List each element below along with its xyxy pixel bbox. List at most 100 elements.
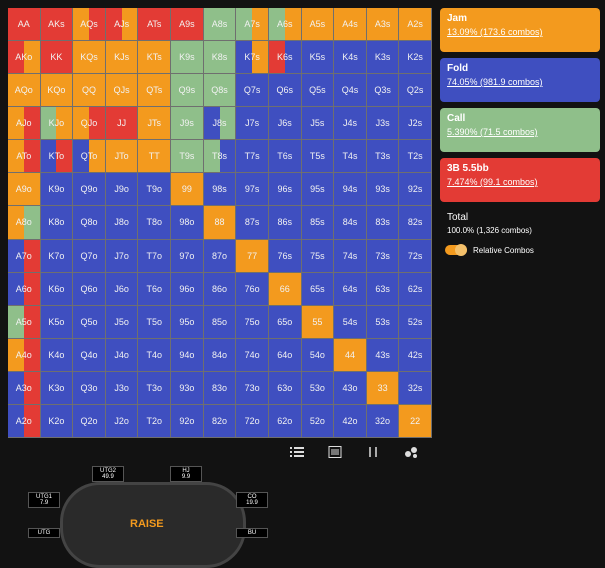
hand-cell: JTo [105, 140, 139, 174]
strategy-segment [40, 173, 73, 206]
hand-label: Q5s [309, 85, 326, 96]
hand-label: J2s [408, 118, 423, 129]
strategy-segment [301, 404, 334, 437]
strategy-segment [40, 272, 73, 305]
hand-label: T2o [146, 415, 163, 426]
toggle[interactable]: Relative Combos [445, 244, 600, 256]
hand-cell: JTs [138, 107, 172, 141]
strategy-segment [236, 107, 268, 140]
hand-cell: KQo [40, 74, 74, 108]
hand-cell: Q7s [236, 74, 269, 108]
hand-label: A2o [15, 415, 32, 426]
hand-label: J2o [114, 415, 129, 426]
hand-cell: 74s [334, 239, 367, 273]
hand-cell: K3o [40, 371, 74, 405]
strategy-segment [138, 8, 171, 41]
hand-cell: 82o [203, 404, 237, 438]
strategy-segment [105, 305, 138, 338]
hand-label: A5o [15, 316, 32, 327]
strategy-segment [301, 173, 334, 206]
hand-label: 96s [277, 184, 292, 195]
strategy-segment [105, 371, 138, 404]
hand-cell: TT [138, 140, 172, 174]
hand-cell: Q3s [366, 74, 400, 108]
hand-label: 66 [279, 283, 290, 294]
hand-cell: K7o [40, 239, 74, 273]
hand-cell: 83o [203, 371, 237, 405]
seat: UTG2 49.9 [92, 466, 124, 482]
strategy-segment [399, 305, 431, 338]
seat: CO 19.9 [236, 492, 268, 508]
strategy-segment [399, 338, 431, 371]
hand-cell: T5s [301, 140, 335, 174]
strategy-segment [171, 140, 203, 173]
list-icon[interactable] [290, 446, 304, 458]
strategy-segment [73, 206, 105, 239]
hand-label: 74o [244, 349, 260, 360]
strategy-segment [203, 74, 236, 107]
cluster-icon[interactable] [404, 446, 418, 458]
strategy-segment [334, 239, 366, 272]
strategy-segment [301, 8, 334, 41]
action-stat: 5.390% (71.5 combos) [447, 127, 538, 137]
seat: BU [236, 528, 268, 538]
hand-label: AKs [48, 19, 65, 30]
hand-label: 83o [211, 382, 227, 393]
strategy-segment [301, 371, 334, 404]
strategy-segment [171, 107, 203, 140]
hand-cell: K7s [236, 41, 269, 75]
strategy-segment [366, 8, 399, 41]
hand-label: J5s [310, 118, 325, 129]
hand-cell: AQo [8, 74, 41, 108]
hand-label: 43s [375, 349, 390, 360]
hand-cell: J7o [105, 239, 139, 273]
strategy-segment [219, 107, 236, 140]
hand-label: 65o [277, 316, 293, 327]
hand-label: 97o [179, 250, 195, 261]
strategy-segment [105, 272, 138, 305]
hand-label: Q2o [80, 415, 98, 426]
hand-cell: 64o [268, 338, 302, 372]
hand-cell: J9o [105, 173, 139, 207]
hand-cell: AA [8, 8, 41, 42]
hand-cell: 54o [301, 338, 335, 372]
table-icon[interactable] [328, 446, 342, 458]
hand-label: K7s [244, 52, 260, 63]
hand-cell: 52o [301, 404, 335, 438]
hand-cell: T7s [236, 140, 269, 174]
strategy-segment [105, 338, 138, 371]
hand-label: 64o [277, 349, 293, 360]
strategy-segment [366, 239, 399, 272]
sort-icon[interactable] [366, 446, 380, 458]
hand-label: T9o [146, 184, 163, 195]
hand-cell: J5o [105, 305, 139, 339]
hand-label: 82s [407, 217, 423, 228]
strategy-segment [171, 173, 203, 206]
hand-cell: AQs [73, 8, 106, 42]
hand-cell: 76o [236, 272, 269, 306]
hand-cell: 73o [236, 371, 269, 405]
hand-cell: Q4o [73, 338, 106, 372]
hand-label: Q2s [406, 85, 424, 96]
hand-cell: T6o [138, 272, 172, 306]
strategy-segment [8, 107, 24, 140]
hand-label: 85s [310, 217, 325, 228]
hand-cell: 86o [203, 272, 237, 306]
hand-label: KTo [48, 151, 65, 162]
seat-stack: 19.9 [246, 500, 258, 506]
strategy-segment [203, 8, 236, 41]
hand-cell: 52s [399, 305, 432, 339]
strategy-segment [23, 107, 40, 140]
hand-label: T4s [342, 151, 358, 162]
hand-label: 65s [310, 283, 325, 294]
strategy-segment [236, 140, 268, 173]
hand-cell: 87o [203, 239, 237, 273]
hand-cell: 76s [268, 239, 302, 273]
strategy-segment [268, 41, 285, 74]
total-stat: 100.0% (1,326 combos) [447, 226, 532, 235]
hand-label: K5s [309, 52, 326, 63]
hand-label: J4o [114, 349, 129, 360]
hand-cell: Q2o [73, 404, 106, 438]
hand-cell: AKs [40, 8, 74, 42]
hand-cell: 85s [301, 206, 335, 240]
